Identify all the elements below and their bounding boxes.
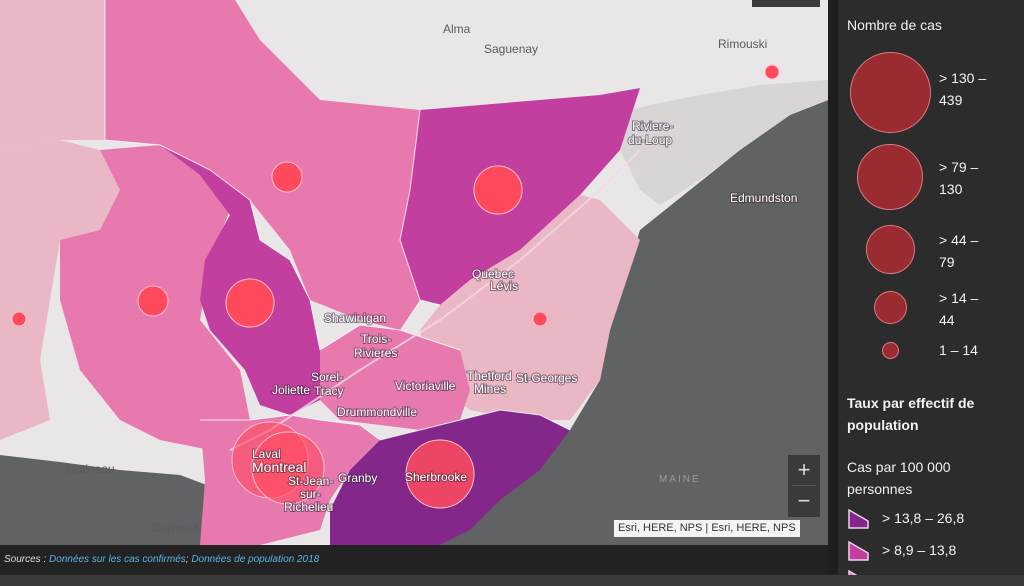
city-label-levis: Lévis (490, 279, 518, 293)
case-circle-laurentides[interactable] (137, 285, 169, 317)
dark-land-region (440, 100, 828, 545)
map-attribution: Esri, HERE, NPS | Esri, HERE, NPS (614, 520, 800, 537)
legend-size-label-1-line1: > 130 – (939, 70, 987, 86)
city-label-trois-rivieres-1: Trois- (361, 332, 391, 346)
sources-link-cases[interactable]: Données sur les cas confirmés (49, 554, 186, 565)
legend-size-label-5-line1: 1 – 14 (939, 342, 978, 358)
city-label-st-georges: St-Georges (516, 371, 577, 385)
city-label-quebec: Quebec (472, 267, 514, 281)
sources-link-population[interactable]: Données de population 2018 (191, 554, 320, 565)
city-label-st-jean-1: St-Jean- (288, 474, 333, 488)
case-circle-montreal[interactable] (251, 431, 325, 505)
legend-circle-class-5 (882, 342, 899, 359)
sources-bar: Sources : Données sur les cas confirmés;… (0, 545, 828, 575)
city-label-thetford-2: Mines (474, 382, 506, 396)
map-view[interactable]: Alma Saguenay Rimouski Riviere- du-Loup … (0, 0, 828, 545)
zoom-controls: + − (788, 455, 820, 517)
southwest-dark-region (0, 455, 230, 545)
region-chaudiere-appalaches (420, 195, 640, 420)
legend-rate-swatch-2 (848, 541, 869, 561)
city-label-shawinigan: Shawinigan (324, 311, 386, 325)
legend-size-label-4: > 14 – 44 (939, 287, 1019, 331)
city-label-st-jean-2: sur- (300, 487, 321, 501)
legend-size-label-2: > 79 – 130 (939, 156, 1019, 200)
legend-size-label-3-line2: 79 (939, 254, 955, 270)
legend-panel: Nombre de cas > 130 – 439 > 79 – 130 > 44 … (838, 0, 1024, 575)
city-label-victoriaville: Victoriaville (395, 379, 456, 393)
city-label-edmundston: Edmundston (730, 191, 797, 205)
legend-size-label-4-line1: > 14 – (939, 290, 979, 306)
legend-size-label-1-line2: 439 (939, 92, 963, 108)
city-label-granby: Granby (338, 471, 377, 485)
legend-size-label-2-line2: 130 (939, 181, 963, 197)
city-label-st-jean-3: Richelieu (284, 500, 333, 514)
region-mauricie (105, 0, 420, 330)
city-label-cornwall: Cornwall (152, 521, 199, 535)
zoom-in-button[interactable]: + (797, 457, 811, 482)
city-label-thetford-1: Thetford (467, 369, 512, 383)
city-label-trois-rivieres-2: Rivieres (354, 346, 397, 360)
region-pale-north (0, 0, 105, 150)
legend-size-label-5: 1 – 14 (939, 339, 1019, 361)
legend-rate-title-line1: Taux par effectif de (847, 395, 975, 411)
legend-rate-subtitle-line1: Cas par 100 000 (847, 459, 951, 475)
city-label-riviere-du-loup-1: Riviere- (632, 119, 673, 133)
city-label-riviere-du-loup-2: du-Loup (628, 133, 672, 147)
city-label-gatineau: Gatineau (66, 462, 115, 476)
legend-size-label-3: > 44 – 79 (939, 229, 1019, 273)
sources-separator: ; (185, 554, 192, 565)
case-circle-rimouski[interactable] (764, 64, 780, 80)
city-label-sherbrooke: Sherbrooke (405, 470, 467, 484)
city-label-laval: Laval (252, 447, 281, 461)
legend-circle-class-3 (866, 225, 915, 274)
case-circle-sherbrooke[interactable] (405, 439, 475, 509)
legend-size-title: Nombre de cas (847, 17, 942, 33)
legend-rate-title-line2: population (847, 417, 919, 433)
legend-size-label-4-line2: 44 (939, 312, 955, 328)
legend-rate-subtitle-line2: personnes (847, 481, 913, 497)
city-label-sorel-2: Tracy (314, 384, 344, 398)
region-borders (104, 0, 571, 441)
estuary-area (610, 80, 828, 205)
bottom-strip (0, 575, 1024, 586)
city-label-saguenay: Saguenay (484, 42, 538, 56)
sources-prefix: Sources : (4, 554, 50, 565)
zoom-out-button[interactable]: − (797, 488, 811, 513)
case-circle-outaouais[interactable] (11, 311, 27, 327)
case-circle-chaudiere[interactable] (532, 311, 548, 327)
legend-rate-swatch-3 (848, 570, 858, 575)
legend-rate-label-1: > 13,8 – 26,8 (882, 510, 965, 526)
legend-rate-subtitle: Cas par 100 000 personnes (847, 456, 951, 500)
region-pale-west (0, 140, 120, 440)
city-label-joliette: Joliette (272, 383, 310, 397)
map-canvas[interactable]: Alma Saguenay Rimouski Riviere- du-Loup … (0, 0, 828, 545)
zoom-divider (792, 485, 816, 486)
map-top-control[interactable] (752, 0, 820, 7)
legend-size-label-3-line1: > 44 – (939, 232, 979, 248)
region-lanaudiere (160, 145, 320, 415)
legend-size-label-2-line1: > 79 – (939, 159, 979, 175)
state-label-maine: MAINE (659, 474, 701, 485)
legend-circle-class-2 (857, 144, 923, 210)
legend-rate-swatch-1 (848, 509, 869, 529)
legend-circle-class-4 (874, 291, 907, 324)
st-lawrence-river (229, 149, 641, 451)
case-circle-mauricie[interactable] (271, 161, 303, 193)
city-label-drummondville: Drummondville (337, 405, 417, 419)
legend-rate-title: Taux par effectif de population (847, 392, 974, 436)
legend-size-label-1: > 130 – 439 (939, 67, 1019, 111)
legend-circle-class-1 (850, 52, 931, 133)
city-label-rimouski: Rimouski (718, 37, 767, 51)
region-centre-du-quebec (320, 325, 470, 430)
city-label-alma: Alma (443, 22, 471, 36)
city-label-montreal: Montreal (252, 459, 306, 475)
case-circle-lanaudiere[interactable] (225, 278, 275, 328)
legend-rate-label-2: > 8,9 – 13,8 (882, 542, 957, 558)
city-label-sorel-1: Sorel- (311, 370, 343, 384)
case-circle-quebec[interactable] (473, 165, 523, 215)
